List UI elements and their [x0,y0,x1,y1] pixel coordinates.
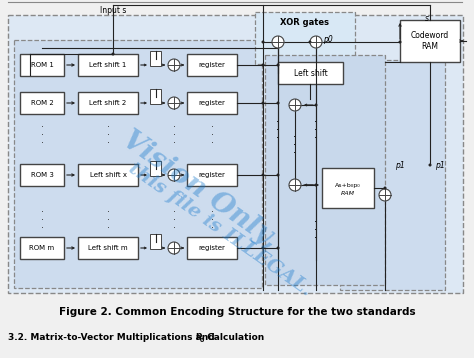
Text: register: register [199,172,226,178]
Text: ROM m: ROM m [29,245,55,251]
Circle shape [315,103,318,106]
Text: ·
·
·: · · · [40,207,44,233]
Circle shape [262,102,264,105]
Circle shape [276,247,280,250]
Circle shape [168,242,180,254]
Bar [322,168,374,208]
Bar [255,12,355,64]
Bar [78,237,138,259]
Bar [150,51,161,66]
Text: RAM: RAM [341,190,355,195]
Text: ·
·
·: · · · [210,122,213,149]
Bar [187,164,237,186]
Text: Left shift 2: Left shift 2 [90,100,127,106]
Text: register: register [199,245,226,251]
Bar [14,40,262,288]
Text: Codeword
RAM: Codeword RAM [411,31,449,51]
Circle shape [262,40,264,44]
Circle shape [111,53,115,55]
Circle shape [262,174,264,176]
Bar [20,92,64,114]
Bar [78,92,138,114]
Circle shape [428,164,431,166]
Bar [187,54,237,76]
Circle shape [168,169,180,181]
Circle shape [276,102,280,105]
Circle shape [310,36,322,48]
Text: p0: p0 [323,34,333,44]
Text: ·
·
·: · · · [107,207,109,233]
Text: 0: 0 [200,338,204,343]
Text: ·
·
·: · · · [40,122,44,149]
Text: ROM 2: ROM 2 [31,100,54,106]
Text: register: register [199,100,226,106]
Text: register: register [199,62,226,68]
Circle shape [272,36,284,48]
Text: this file is ILLEGAL.: this file is ILLEGAL. [125,160,315,300]
Text: XOR gates: XOR gates [281,18,329,26]
Text: ·
·
·: · · · [293,132,297,158]
Text: Left shift: Left shift [293,68,328,77]
Bar [278,62,343,84]
Text: Vision Only,: Vision Only, [117,126,283,254]
Text: ·
·
·: · · · [107,122,109,149]
Text: Input s: Input s [100,5,127,15]
Circle shape [383,187,386,189]
Text: s: s [425,14,429,23]
Bar [20,164,64,186]
Circle shape [289,179,301,191]
Circle shape [289,99,301,111]
Text: Figure 2. Common Encoding Structure for the two standards: Figure 2. Common Encoding Structure for … [59,307,415,317]
Text: ROM 1: ROM 1 [30,62,54,68]
Text: p1: p1 [395,160,405,169]
Text: p1: p1 [435,160,445,169]
Circle shape [276,174,280,176]
Bar [150,234,161,249]
Text: ·
·
·: · · · [173,207,175,233]
Bar [8,15,463,293]
Circle shape [168,59,180,71]
Text: ROM 3: ROM 3 [30,172,54,178]
Text: ·
·
·: · · · [210,207,213,233]
Text: As+b₀p₀: As+b₀p₀ [335,183,361,188]
Bar [150,89,161,104]
Bar [187,237,237,259]
Bar [20,237,64,259]
Text: Left shift 1: Left shift 1 [89,62,127,68]
Text: Calculation: Calculation [204,334,264,343]
Circle shape [309,40,311,44]
Bar [78,54,138,76]
Bar [265,55,385,285]
Circle shape [262,63,264,67]
Text: ·
·
·: · · · [315,117,318,144]
Bar [187,92,237,114]
Text: Left shift m: Left shift m [88,245,128,251]
Text: Left shift x: Left shift x [90,172,127,178]
Bar [150,161,161,176]
Bar [400,20,460,62]
Circle shape [315,184,318,187]
Circle shape [399,40,401,44]
Circle shape [168,97,180,109]
Text: p: p [195,332,201,340]
Text: ·
·
·: · · · [173,122,175,149]
Bar [20,54,64,76]
Bar [340,60,445,290]
Circle shape [276,63,280,67]
Text: ·
·
·: · · · [315,217,318,243]
Circle shape [262,247,264,250]
Circle shape [379,189,391,201]
Bar [78,164,138,186]
Text: 3.2. Matrix-to-Vector Multiplications and: 3.2. Matrix-to-Vector Multiplications an… [8,334,218,343]
Text: ·
·
·: · · · [276,117,280,144]
